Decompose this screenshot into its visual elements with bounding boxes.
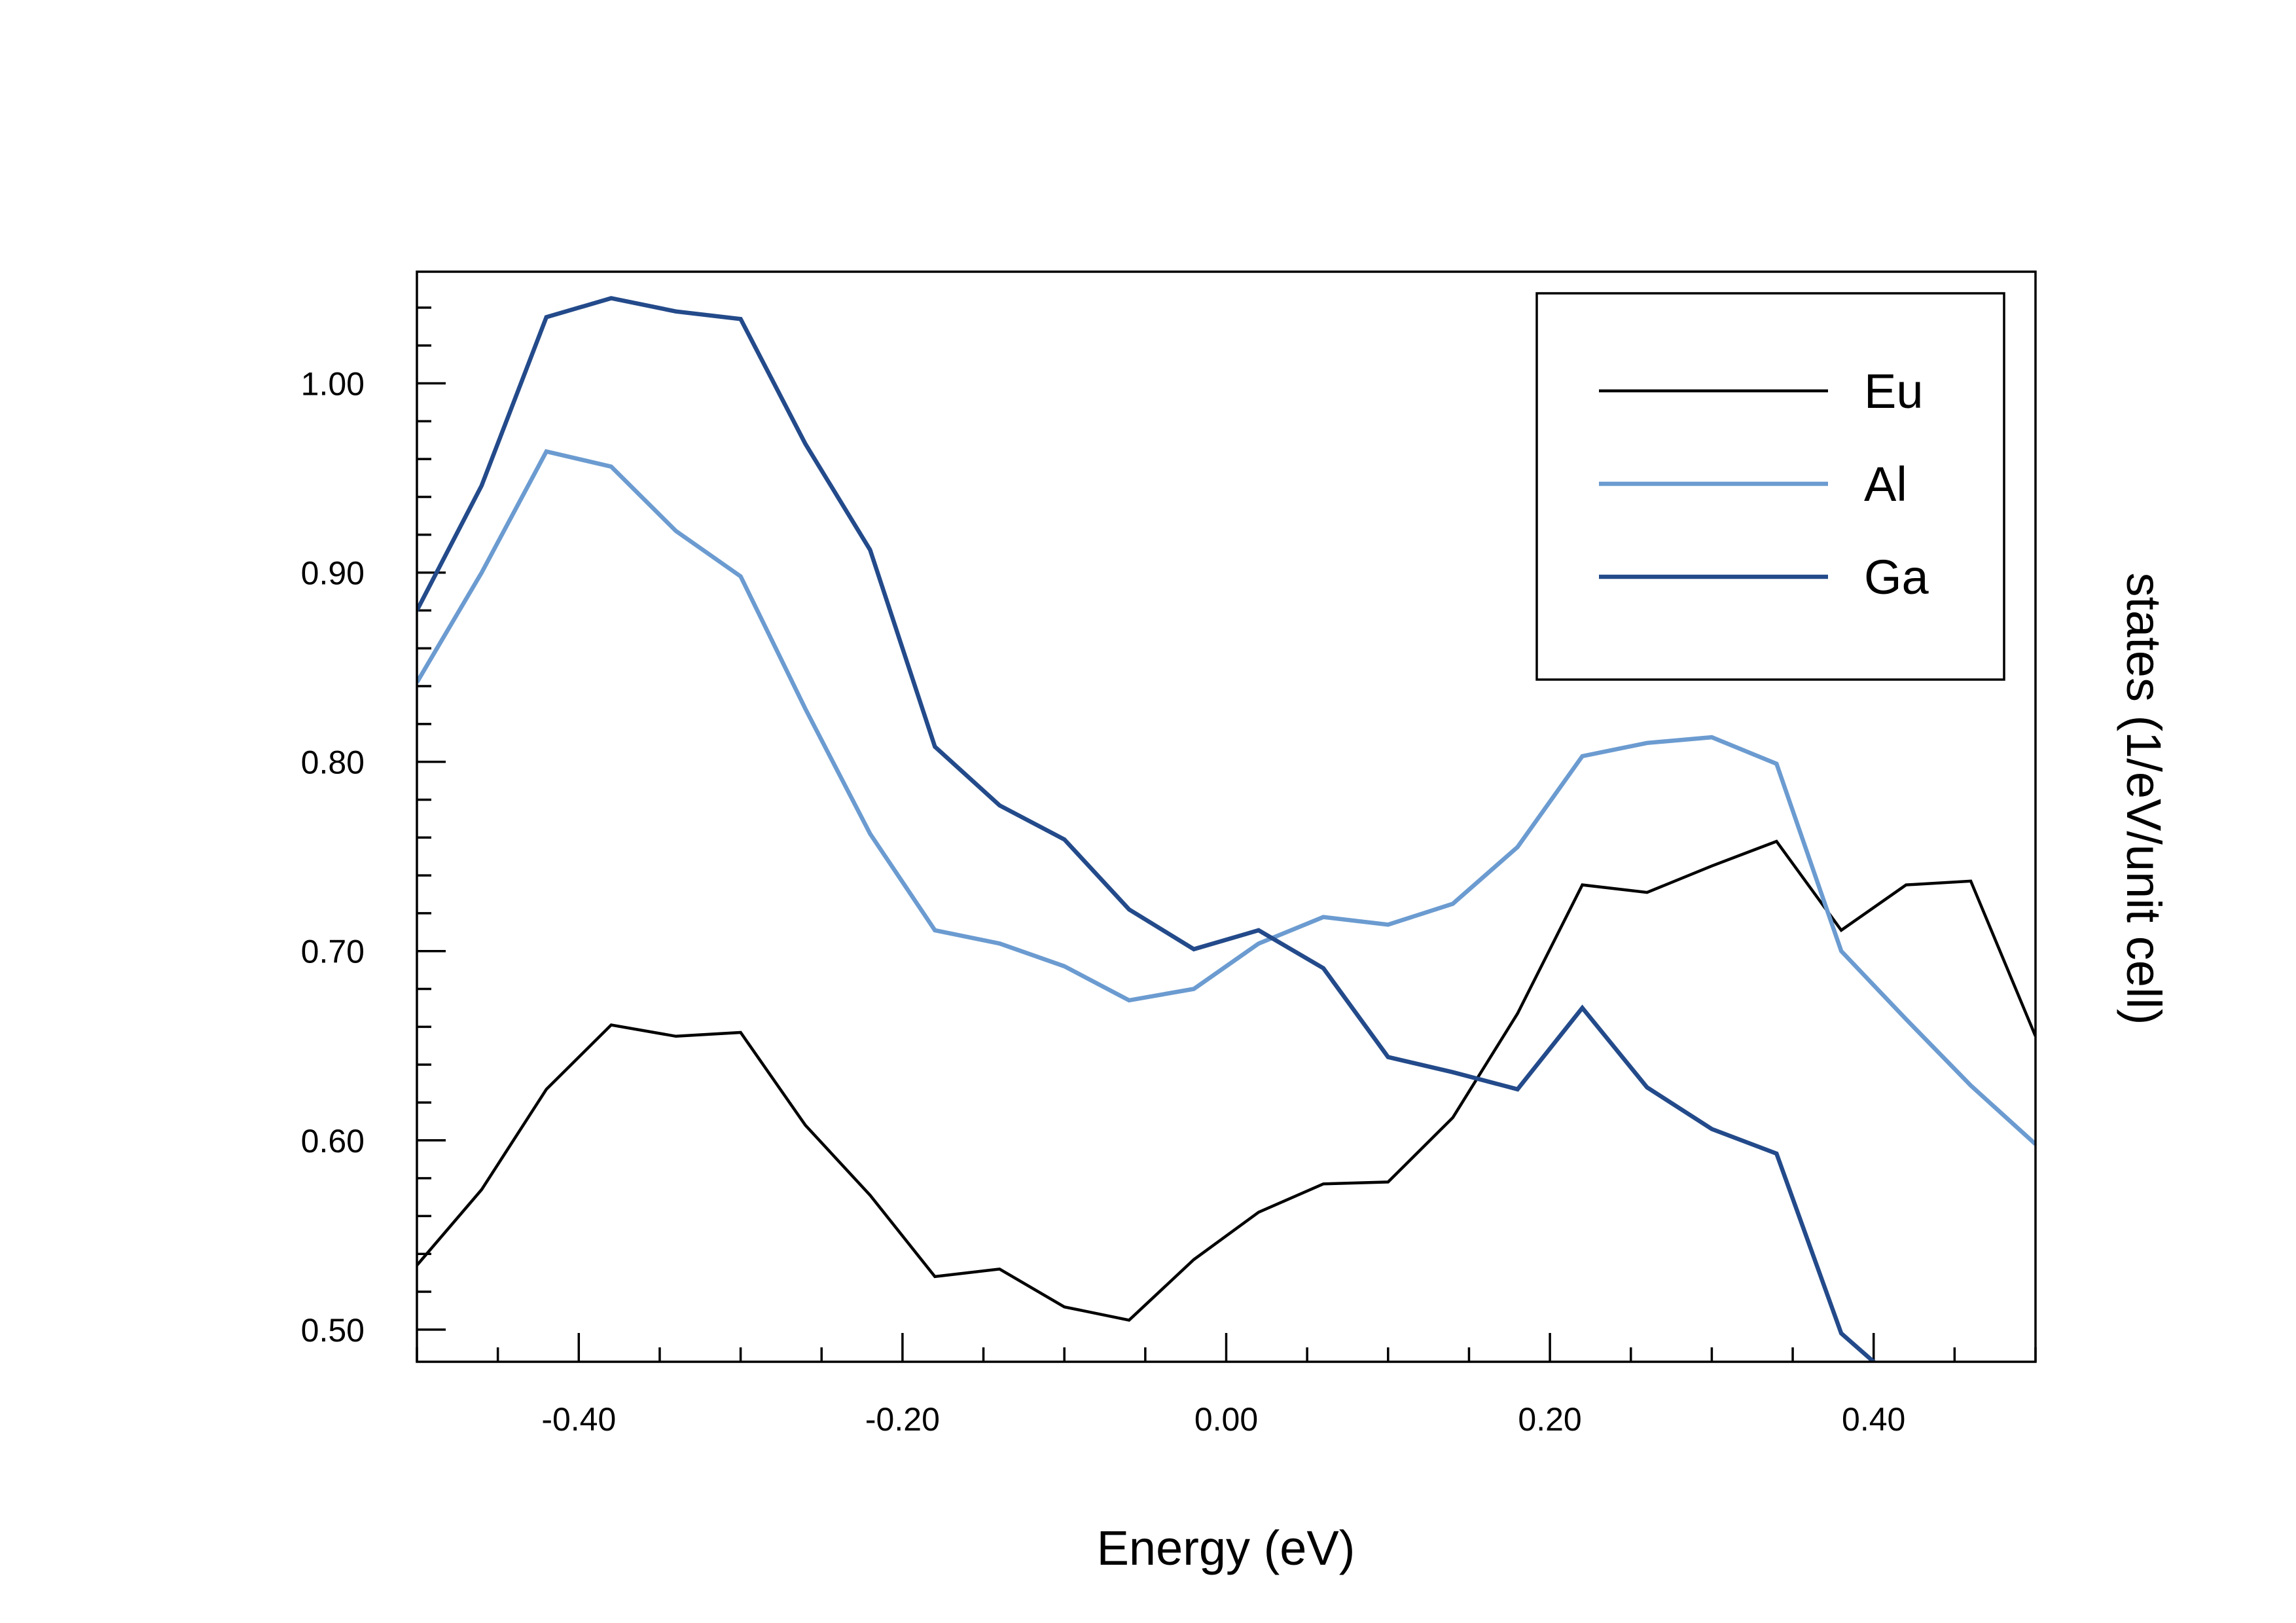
x-tick-label: -0.20 [865,1401,940,1438]
legend: Eu Al Ga [1535,292,2005,681]
x-tick-label: -0.40 [541,1401,616,1438]
x-tick-label: 0.20 [1518,1401,1581,1438]
series-line-eu [417,839,2036,1322]
plot-frame [416,270,2037,1363]
y-tick-labels: 0.50 0.60 0.70 0.80 0.90 1.00 [301,366,365,1349]
y-tick-label: 0.60 [301,1123,365,1159]
legend-label-al: Al [1864,457,1907,511]
y-axis-title: states (1/eV/unit cell) [2117,573,2171,1025]
y-tick-label: 0.70 [301,934,365,970]
x-axis-title: Energy (eV) [1097,1521,1355,1575]
series-layer [417,296,2036,1362]
minor-ticks [416,306,2037,1362]
y-tick-label: 0.80 [301,744,365,781]
series-line-ga [417,296,1877,1362]
y-tick-label: 1.00 [301,366,365,403]
x-tick-label: 0.40 [1842,1401,1905,1438]
legend-label-eu: Eu [1864,364,1924,418]
x-tick-labels: -0.40 -0.20 0.00 0.20 0.40 [541,1401,1905,1438]
legend-entries: Eu Al Ga [1599,364,1929,604]
y-tick-label: 0.90 [301,555,365,592]
y-tick-label: 0.50 [301,1312,365,1349]
major-ticks [417,382,1875,1362]
legend-label-ga: Ga [1864,550,1929,604]
legend-box [1535,292,2005,681]
x-tick-label: 0.00 [1194,1401,1258,1438]
series-line-al [417,448,2036,1146]
